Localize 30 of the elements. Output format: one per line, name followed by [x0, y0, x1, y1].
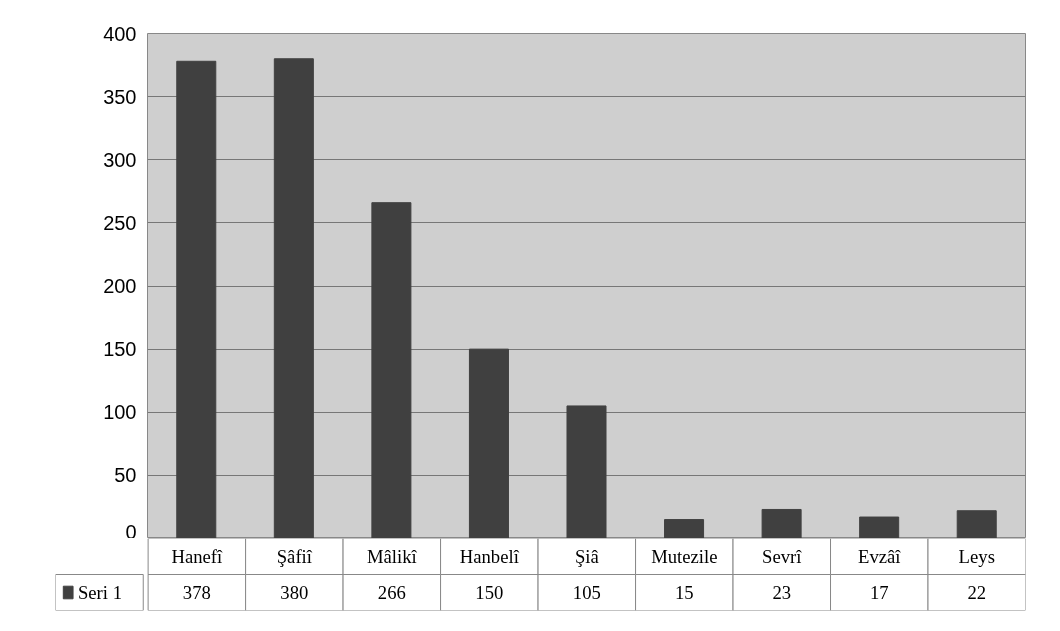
x-tick-label: Mâlikî [366, 546, 418, 567]
data-label: 23 [772, 582, 792, 603]
y-tick-label: 250 [103, 211, 137, 234]
y-tick-label: 200 [103, 275, 137, 297]
x-tick-label: Şâfiî [276, 546, 313, 567]
data-label: 380 [280, 582, 309, 603]
x-tick-label: Evzâî [858, 546, 902, 567]
x-tick-label: Hanbelî [459, 546, 520, 567]
x-tick-label: Hanefî [171, 546, 224, 567]
data-label: 17 [869, 582, 889, 603]
x-tick-label: Leys [958, 546, 995, 567]
data-label: 105 [572, 582, 601, 603]
y-tick-label: 150 [103, 338, 137, 361]
y-tick-label: 50 [114, 464, 137, 487]
bar [664, 519, 705, 538]
data-label: 15 [674, 582, 694, 603]
y-tick-label: 100 [103, 401, 137, 424]
data-label: 150 [475, 582, 504, 603]
y-tick-label: 400 [103, 22, 137, 45]
x-tick-label: Şiâ [574, 546, 600, 567]
bar [859, 516, 900, 538]
data-label: 266 [377, 582, 406, 603]
x-tick-label: Mutezile [651, 546, 718, 567]
y-tick-label: 0 [125, 520, 137, 543]
legend-label: Seri 1 [77, 582, 122, 603]
y-tick-label: 350 [103, 85, 137, 108]
data-label: 22 [967, 582, 987, 603]
x-tick-label: Sevrî [762, 546, 803, 567]
data-label: 378 [182, 582, 211, 603]
y-tick-label: 300 [103, 148, 137, 171]
